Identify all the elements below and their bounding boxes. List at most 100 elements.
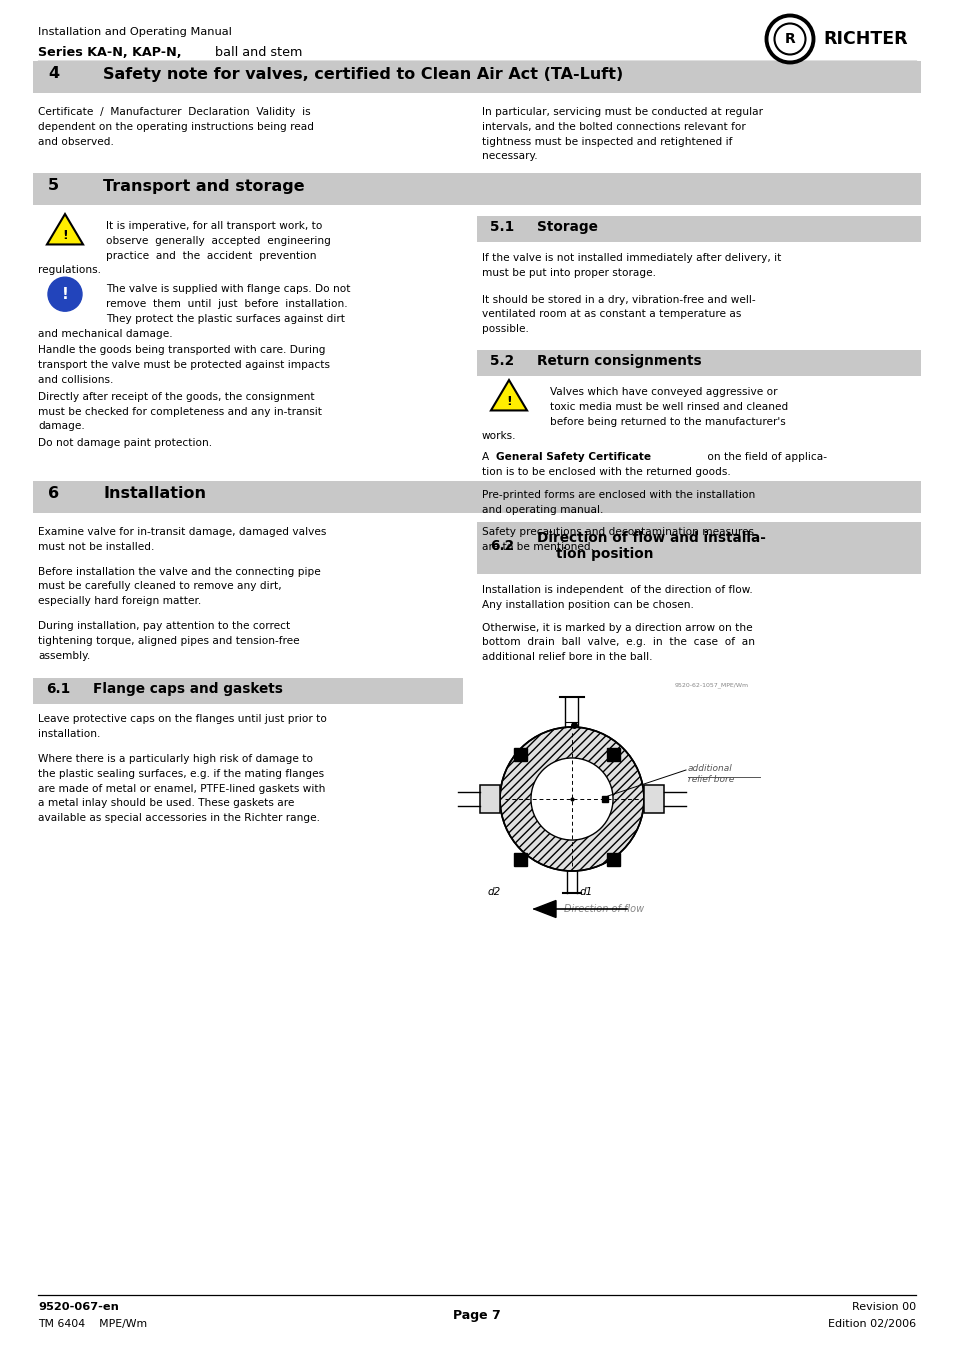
Text: Direction of flow and installa-
    tion position: Direction of flow and installa- tion pos… — [537, 531, 765, 561]
Text: intervals, and the bolted connections relevant for: intervals, and the bolted connections re… — [481, 122, 745, 132]
Text: It is imperative, for all transport work, to: It is imperative, for all transport work… — [106, 222, 322, 231]
Text: ball and stem: ball and stem — [211, 46, 302, 59]
Circle shape — [531, 758, 613, 840]
Text: Directly after receipt of the goods, the consignment: Directly after receipt of the goods, the… — [38, 392, 314, 401]
Text: RICHTER: RICHTER — [822, 30, 906, 49]
Bar — [476, 350, 920, 376]
Text: before being returned to the manufacturer's: before being returned to the manufacture… — [550, 416, 785, 427]
Text: must be carefully cleaned to remove any dirt,: must be carefully cleaned to remove any … — [38, 581, 281, 592]
Text: The valve is supplied with flange caps. Do not: The valve is supplied with flange caps. … — [106, 284, 350, 295]
Circle shape — [48, 277, 82, 311]
Text: are to be mentioned.: are to be mentioned. — [481, 542, 594, 553]
Text: Before installation the valve and the connecting pipe: Before installation the valve and the co… — [38, 566, 320, 577]
Bar — [33, 678, 462, 704]
Text: toxic media must be well rinsed and cleaned: toxic media must be well rinsed and clea… — [550, 401, 787, 412]
Text: possible.: possible. — [481, 324, 528, 334]
Text: necessary.: necessary. — [481, 151, 537, 161]
Text: Valves which have conveyed aggressive or: Valves which have conveyed aggressive or — [550, 386, 777, 397]
Text: d1: d1 — [579, 888, 593, 897]
Text: Any installation position can be chosen.: Any installation position can be chosen. — [481, 600, 693, 609]
Bar — [513, 748, 526, 761]
Text: Storage: Storage — [537, 220, 598, 234]
Text: Leave protective caps on the flanges until just prior to: Leave protective caps on the flanges unt… — [38, 715, 327, 724]
Text: regulations.: regulations. — [38, 265, 101, 276]
Text: a metal inlay should be used. These gaskets are: a metal inlay should be used. These gask… — [38, 798, 294, 808]
Text: bottom  drain  ball  valve,  e.g.  in  the  case  of  an: bottom drain ball valve, e.g. in the cas… — [481, 638, 754, 647]
Bar — [33, 481, 920, 513]
Text: d2: d2 — [488, 888, 500, 897]
Text: Safety note for valves, certified to Clean Air Act (TA-Luft): Safety note for valves, certified to Cle… — [103, 66, 622, 81]
Text: Edition 02/2006: Edition 02/2006 — [827, 1319, 915, 1329]
Text: Do not damage paint protection.: Do not damage paint protection. — [38, 438, 212, 449]
Text: 5.2: 5.2 — [490, 354, 514, 367]
Text: and operating manual.: and operating manual. — [481, 505, 602, 515]
Text: damage.: damage. — [38, 422, 85, 431]
Text: 6.2: 6.2 — [490, 539, 514, 553]
Bar — [513, 852, 526, 866]
Text: Safety precautions and decontamination measures: Safety precautions and decontamination m… — [481, 527, 753, 538]
Text: Handle the goods being transported with care. During: Handle the goods being transported with … — [38, 346, 325, 355]
Text: Examine valve for in-transit damage, damaged valves: Examine valve for in-transit damage, dam… — [38, 527, 326, 536]
Text: must not be installed.: must not be installed. — [38, 542, 154, 551]
Text: 9520-067-en: 9520-067-en — [38, 1302, 119, 1312]
Text: tightness must be inspected and retightened if: tightness must be inspected and retighte… — [481, 136, 732, 147]
Polygon shape — [47, 213, 83, 245]
Text: General Safety Certificate: General Safety Certificate — [496, 453, 651, 462]
Text: TM 6404    MPE/Wm: TM 6404 MPE/Wm — [38, 1319, 147, 1329]
Text: Series KA-N, KAP-N,: Series KA-N, KAP-N, — [38, 46, 181, 59]
Bar — [33, 61, 920, 93]
Text: must be checked for completeness and any in-transit: must be checked for completeness and any… — [38, 407, 322, 416]
Text: R: R — [783, 32, 795, 46]
Text: and collisions.: and collisions. — [38, 376, 113, 385]
Text: Certificate  /  Manufacturer  Declaration  Validity  is: Certificate / Manufacturer Declaration V… — [38, 107, 311, 118]
Text: Revision 00: Revision 00 — [851, 1302, 915, 1312]
Text: relief bore: relief bore — [687, 775, 734, 785]
Polygon shape — [491, 380, 526, 411]
Text: installation.: installation. — [38, 730, 100, 739]
Bar — [643, 785, 663, 813]
Text: If the valve is not installed immediately after delivery, it: If the valve is not installed immediatel… — [481, 253, 781, 263]
Text: 4: 4 — [48, 66, 59, 81]
Bar — [476, 216, 920, 242]
Text: the plastic sealing surfaces, e.g. if the mating flanges: the plastic sealing surfaces, e.g. if th… — [38, 769, 324, 778]
Text: tion is to be enclosed with the returned goods.: tion is to be enclosed with the returned… — [481, 467, 730, 477]
Text: 5: 5 — [48, 178, 59, 193]
Text: additional relief bore in the ball.: additional relief bore in the ball. — [481, 653, 652, 662]
Bar — [607, 852, 619, 866]
Text: dependent on the operating instructions being read: dependent on the operating instructions … — [38, 122, 314, 132]
Text: on the field of applica-: on the field of applica- — [703, 453, 826, 462]
Text: 6.1: 6.1 — [46, 682, 71, 696]
Text: In particular, servicing must be conducted at regular: In particular, servicing must be conduct… — [481, 107, 762, 118]
Text: Otherwise, it is marked by a direction arrow on the: Otherwise, it is marked by a direction a… — [481, 623, 752, 632]
Text: available as special accessories in the Richter range.: available as special accessories in the … — [38, 813, 319, 823]
Text: and observed.: and observed. — [38, 136, 113, 147]
Bar — [33, 173, 920, 205]
Text: Page 7: Page 7 — [453, 1309, 500, 1323]
Text: Transport and storage: Transport and storage — [103, 178, 304, 193]
Text: Where there is a particularly high risk of damage to: Where there is a particularly high risk … — [38, 754, 313, 765]
Text: It should be stored in a dry, vibration-free and well-: It should be stored in a dry, vibration-… — [481, 295, 755, 304]
Bar — [607, 748, 619, 761]
Polygon shape — [534, 901, 556, 917]
Text: additional: additional — [687, 765, 732, 773]
Text: assembly.: assembly. — [38, 651, 91, 661]
Text: especially hard foreign matter.: especially hard foreign matter. — [38, 596, 201, 607]
Text: Direction of flow: Direction of flow — [563, 904, 643, 915]
Text: 6: 6 — [48, 486, 59, 501]
Text: works.: works. — [481, 431, 516, 442]
Text: 9520-62-1057_MPE/Wm: 9520-62-1057_MPE/Wm — [675, 682, 748, 688]
Text: !: ! — [62, 286, 69, 301]
Text: are made of metal or enamel, PTFE-lined gaskets with: are made of metal or enamel, PTFE-lined … — [38, 784, 325, 793]
Text: A: A — [481, 453, 492, 462]
Text: transport the valve must be protected against impacts: transport the valve must be protected ag… — [38, 361, 330, 370]
Text: and mechanical damage.: and mechanical damage. — [38, 328, 172, 339]
Text: Installation: Installation — [103, 486, 206, 501]
Text: remove  them  until  just  before  installation.: remove them until just before installati… — [106, 299, 347, 309]
Text: observe  generally  accepted  engineering: observe generally accepted engineering — [106, 236, 331, 246]
Text: !: ! — [62, 230, 68, 242]
Text: must be put into proper storage.: must be put into proper storage. — [481, 267, 656, 278]
Text: Flange caps and gaskets: Flange caps and gaskets — [92, 682, 283, 696]
Text: Pre-printed forms are enclosed with the installation: Pre-printed forms are enclosed with the … — [481, 490, 755, 500]
Text: Installation is independent  of the direction of flow.: Installation is independent of the direc… — [481, 585, 752, 594]
Text: Return consignments: Return consignments — [537, 354, 700, 367]
